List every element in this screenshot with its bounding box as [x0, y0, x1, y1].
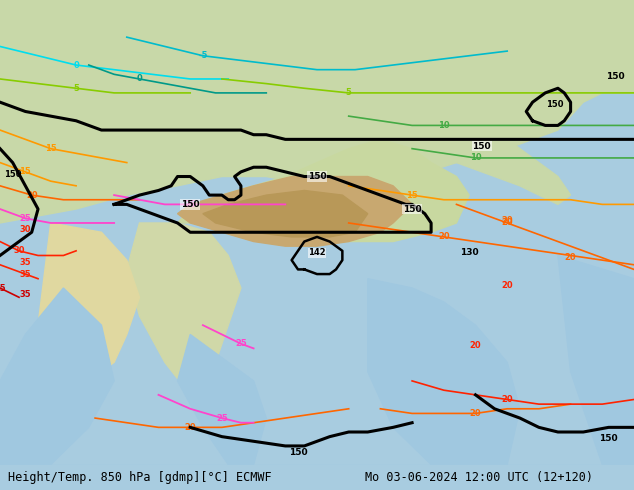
Text: 30: 30	[13, 246, 25, 255]
Polygon shape	[178, 139, 469, 242]
Text: 150: 150	[307, 172, 327, 181]
Text: 10: 10	[470, 153, 481, 163]
Polygon shape	[127, 223, 241, 395]
Text: 15: 15	[45, 144, 56, 153]
Text: 25: 25	[20, 214, 31, 223]
Text: 35: 35	[0, 284, 6, 293]
Polygon shape	[558, 255, 634, 465]
Text: 20: 20	[184, 423, 196, 432]
Text: 20: 20	[501, 395, 513, 404]
Text: 20: 20	[470, 409, 481, 418]
Text: 130: 130	[460, 248, 479, 257]
Text: 150: 150	[288, 448, 307, 457]
Text: 35: 35	[20, 270, 31, 279]
Polygon shape	[0, 288, 114, 465]
Text: Mo 03-06-2024 12:00 UTC (12+120): Mo 03-06-2024 12:00 UTC (12+120)	[365, 471, 593, 484]
Polygon shape	[444, 130, 571, 204]
Text: 150: 150	[605, 72, 624, 81]
Text: 150: 150	[403, 204, 422, 214]
Polygon shape	[0, 465, 634, 488]
Text: 150: 150	[472, 142, 491, 150]
Text: 0: 0	[136, 74, 143, 83]
Polygon shape	[38, 223, 139, 381]
Text: Height/Temp. 850 hPa [gdmp][°C] ECMWF: Height/Temp. 850 hPa [gdmp][°C] ECMWF	[8, 471, 271, 484]
Text: 35: 35	[20, 258, 31, 267]
Polygon shape	[178, 176, 412, 246]
Polygon shape	[203, 191, 368, 237]
Text: 30: 30	[20, 225, 31, 234]
Text: 20: 20	[501, 281, 513, 290]
Text: 150: 150	[546, 100, 564, 109]
Polygon shape	[178, 335, 266, 465]
Text: 20: 20	[470, 342, 481, 350]
Text: 150: 150	[181, 200, 200, 209]
Polygon shape	[0, 0, 634, 102]
Text: 10: 10	[438, 121, 450, 130]
Text: 20: 20	[501, 216, 513, 225]
Text: 25: 25	[184, 200, 196, 209]
Text: 5: 5	[73, 84, 79, 93]
Text: 35: 35	[20, 290, 31, 299]
Text: 5: 5	[346, 88, 352, 98]
Text: 20: 20	[501, 219, 513, 227]
Text: 25: 25	[216, 414, 228, 422]
Text: 20: 20	[565, 253, 576, 262]
Text: 150: 150	[599, 434, 618, 443]
Text: 15: 15	[20, 168, 31, 176]
Text: 0: 0	[73, 61, 79, 70]
Polygon shape	[0, 0, 634, 223]
Text: -5: -5	[198, 51, 207, 60]
Polygon shape	[368, 279, 520, 465]
Text: 20: 20	[26, 191, 37, 199]
Text: 150: 150	[4, 170, 22, 178]
Text: 25: 25	[235, 339, 247, 348]
Text: 20: 20	[438, 232, 450, 242]
Text: 142: 142	[308, 248, 326, 257]
Text: 15: 15	[406, 191, 418, 199]
